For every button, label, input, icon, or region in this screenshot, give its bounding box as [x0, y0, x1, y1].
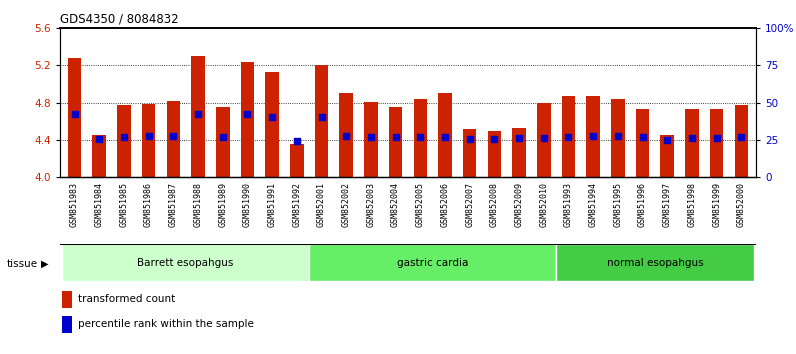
Text: GSM852004: GSM852004 [391, 182, 400, 227]
Text: GSM852009: GSM852009 [514, 182, 524, 227]
Bar [661, 135, 674, 177]
Text: GSM851995: GSM851995 [614, 182, 622, 227]
Text: GSM852000: GSM852000 [737, 182, 746, 227]
Point [661, 137, 673, 143]
Bar [513, 128, 526, 177]
Text: GSM852010: GSM852010 [540, 182, 548, 227]
Bar [364, 102, 377, 177]
Bar [117, 105, 131, 177]
Bar [92, 135, 106, 177]
Text: GDS4350 / 8084832: GDS4350 / 8084832 [60, 12, 178, 25]
Bar [463, 129, 477, 177]
Bar [314, 64, 328, 177]
Bar [62, 244, 309, 281]
Point [636, 134, 649, 140]
Bar [735, 104, 748, 177]
Bar [142, 104, 155, 177]
Bar [562, 96, 576, 177]
Point [562, 134, 575, 140]
Bar [439, 93, 452, 177]
Text: gastric cardia: gastric cardia [397, 258, 468, 268]
Bar [265, 72, 279, 177]
Bar [191, 56, 205, 177]
Bar [68, 58, 81, 177]
Point [93, 136, 106, 142]
Point [463, 136, 476, 142]
Bar [587, 96, 600, 177]
Text: GSM851985: GSM851985 [119, 182, 128, 227]
Point [537, 135, 550, 141]
Point [192, 111, 205, 117]
Text: GSM852006: GSM852006 [440, 182, 450, 227]
Point [414, 134, 427, 140]
Text: GSM851983: GSM851983 [70, 182, 79, 227]
Bar [413, 99, 427, 177]
Bar [537, 103, 551, 177]
Point [340, 133, 353, 139]
Text: GSM851998: GSM851998 [688, 182, 696, 227]
Bar [488, 131, 501, 177]
Bar [216, 107, 229, 177]
Text: GSM851996: GSM851996 [638, 182, 647, 227]
Point [167, 133, 180, 139]
Bar [240, 62, 254, 177]
Text: tissue: tissue [6, 259, 37, 269]
Text: GSM851999: GSM851999 [712, 182, 721, 227]
Point [142, 133, 155, 139]
Text: GSM851984: GSM851984 [95, 182, 103, 227]
Text: GSM851986: GSM851986 [144, 182, 153, 227]
Point [735, 134, 747, 140]
Point [611, 133, 624, 139]
Bar [556, 244, 754, 281]
Bar [290, 144, 303, 177]
Text: GSM851993: GSM851993 [564, 182, 573, 227]
Text: Barrett esopahgus: Barrett esopahgus [138, 258, 234, 268]
Point [488, 136, 501, 142]
Text: GSM851989: GSM851989 [218, 182, 227, 227]
Point [315, 114, 328, 119]
Text: percentile rank within the sample: percentile rank within the sample [78, 319, 254, 329]
Point [710, 135, 723, 141]
Text: GSM851987: GSM851987 [169, 182, 178, 227]
Bar [388, 107, 403, 177]
Bar [710, 109, 724, 177]
Point [513, 135, 525, 141]
Point [241, 111, 254, 117]
Bar [339, 93, 353, 177]
Bar [611, 99, 625, 177]
Point [68, 111, 81, 117]
Text: GSM851991: GSM851991 [267, 182, 276, 227]
Text: GSM852007: GSM852007 [465, 182, 474, 227]
Text: GSM851997: GSM851997 [663, 182, 672, 227]
Point [439, 134, 451, 140]
Text: normal esopahgus: normal esopahgus [607, 258, 703, 268]
Text: GSM851994: GSM851994 [589, 182, 598, 227]
Text: GSM851990: GSM851990 [243, 182, 252, 227]
Point [365, 134, 377, 140]
Text: GSM852002: GSM852002 [341, 182, 351, 227]
Bar [636, 109, 650, 177]
Text: GSM851992: GSM851992 [292, 182, 302, 227]
Text: GSM852003: GSM852003 [366, 182, 376, 227]
Text: GSM851988: GSM851988 [193, 182, 202, 227]
Text: GSM852005: GSM852005 [416, 182, 425, 227]
Bar [685, 109, 699, 177]
Point [685, 135, 698, 141]
Point [266, 114, 279, 119]
Text: GSM852001: GSM852001 [317, 182, 326, 227]
Bar [309, 244, 556, 281]
Point [118, 134, 131, 140]
Text: GSM852008: GSM852008 [490, 182, 499, 227]
Point [291, 138, 303, 144]
Point [587, 133, 599, 139]
Text: ▶: ▶ [41, 259, 49, 269]
Text: transformed count: transformed count [78, 295, 175, 304]
Point [389, 134, 402, 140]
Point [217, 134, 229, 140]
Bar [166, 101, 180, 177]
